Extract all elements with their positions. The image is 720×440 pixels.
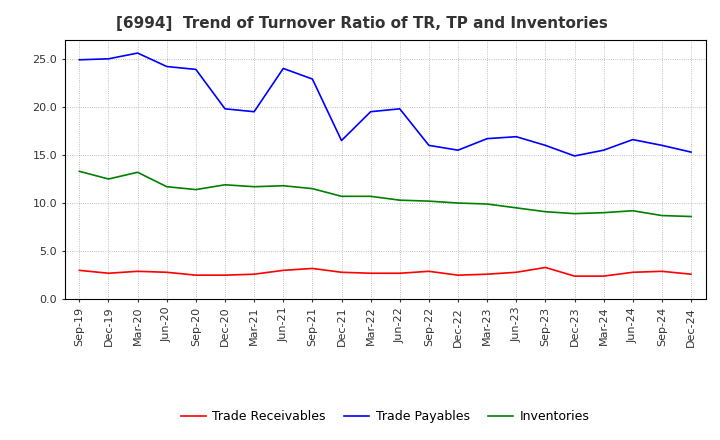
Inventories <box>366 194 375 199</box>
Line: Trade Receivables: Trade Receivables <box>79 268 691 276</box>
Trade Receivables <box>512 270 521 275</box>
Trade Payables <box>220 106 229 111</box>
Trade Payables <box>570 153 579 158</box>
Trade Receivables <box>337 270 346 275</box>
Trade Payables <box>337 138 346 143</box>
Trade Payables <box>657 143 666 148</box>
Trade Payables <box>512 134 521 139</box>
Inventories <box>163 184 171 189</box>
Trade Payables <box>133 51 142 56</box>
Trade Payables <box>75 57 84 62</box>
Trade Payables <box>483 136 492 141</box>
Trade Receivables <box>250 271 258 277</box>
Line: Inventories: Inventories <box>79 171 691 216</box>
Inventories <box>687 214 696 219</box>
Trade Payables <box>629 137 637 142</box>
Inventories <box>483 202 492 207</box>
Inventories <box>337 194 346 199</box>
Trade Payables <box>250 109 258 114</box>
Trade Receivables <box>104 271 113 276</box>
Trade Payables <box>454 147 462 153</box>
Trade Receivables <box>75 268 84 273</box>
Inventories <box>599 210 608 215</box>
Inventories <box>629 208 637 213</box>
Inventories <box>279 183 287 188</box>
Trade Payables <box>308 77 317 82</box>
Inventories <box>657 213 666 218</box>
Trade Receivables <box>570 274 579 279</box>
Inventories <box>133 170 142 175</box>
Inventories <box>454 200 462 205</box>
Inventories <box>570 211 579 216</box>
Trade Receivables <box>629 270 637 275</box>
Trade Payables <box>104 56 113 62</box>
Legend: Trade Receivables, Trade Payables, Inventories: Trade Receivables, Trade Payables, Inven… <box>176 405 595 428</box>
Trade Payables <box>279 66 287 71</box>
Trade Payables <box>163 64 171 69</box>
Trade Payables <box>395 106 404 111</box>
Inventories <box>541 209 550 214</box>
Inventories <box>220 182 229 187</box>
Trade Receivables <box>163 270 171 275</box>
Trade Receivables <box>541 265 550 270</box>
Trade Payables <box>599 147 608 153</box>
Trade Receivables <box>366 271 375 276</box>
Trade Receivables <box>395 271 404 276</box>
Inventories <box>308 186 317 191</box>
Trade Receivables <box>279 268 287 273</box>
Trade Payables <box>425 143 433 148</box>
Inventories <box>104 176 113 182</box>
Trade Receivables <box>192 272 200 278</box>
Trade Payables <box>192 67 200 72</box>
Inventories <box>512 205 521 210</box>
Trade Receivables <box>483 271 492 277</box>
Trade Receivables <box>133 269 142 274</box>
Trade Payables <box>541 143 550 148</box>
Trade Receivables <box>454 272 462 278</box>
Trade Receivables <box>599 274 608 279</box>
Trade Receivables <box>687 271 696 277</box>
Line: Trade Payables: Trade Payables <box>79 53 691 156</box>
Inventories <box>75 169 84 174</box>
Trade Payables <box>366 109 375 114</box>
Text: [6994]  Trend of Turnover Ratio of TR, TP and Inventories: [6994] Trend of Turnover Ratio of TR, TP… <box>116 16 608 32</box>
Inventories <box>425 198 433 204</box>
Inventories <box>395 198 404 203</box>
Inventories <box>192 187 200 192</box>
Trade Receivables <box>657 269 666 274</box>
Trade Receivables <box>308 266 317 271</box>
Trade Receivables <box>220 272 229 278</box>
Inventories <box>250 184 258 189</box>
Trade Payables <box>687 150 696 155</box>
Trade Receivables <box>425 269 433 274</box>
